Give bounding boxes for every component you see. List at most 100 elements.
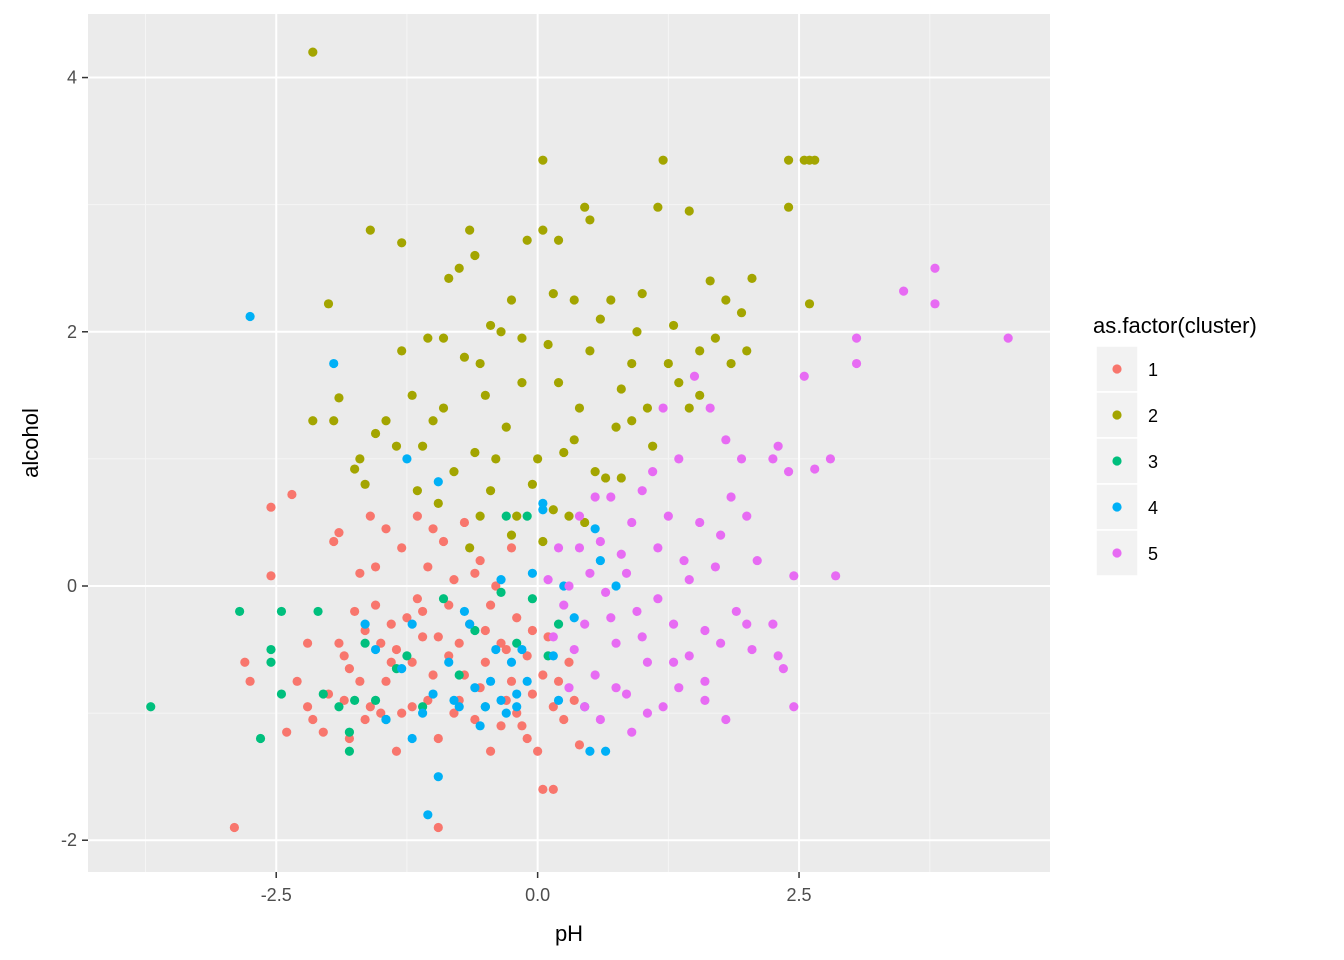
data-point (564, 511, 574, 521)
data-point (831, 571, 841, 581)
data-point (559, 600, 569, 610)
data-point (642, 708, 653, 718)
data-point (465, 225, 475, 235)
data-point (418, 441, 428, 451)
data-point (391, 746, 402, 756)
data-point (438, 403, 449, 413)
x-axis-title: pH (555, 921, 583, 946)
data-point (553, 619, 564, 629)
data-point (350, 464, 360, 474)
data-point (287, 489, 297, 500)
data-point (700, 676, 710, 686)
data-point (527, 689, 538, 699)
data-point (245, 676, 255, 686)
data-point (397, 238, 407, 248)
data-point (580, 702, 590, 712)
data-point (716, 638, 726, 648)
data-point (930, 299, 940, 309)
data-point (381, 676, 391, 686)
data-point (501, 644, 511, 655)
data-point (292, 676, 302, 686)
data-point (527, 594, 538, 604)
data-point (480, 390, 490, 400)
data-point (548, 784, 558, 794)
data-point (810, 464, 820, 474)
data-point (721, 714, 731, 725)
data-point (470, 568, 480, 578)
data-point (538, 670, 548, 680)
data-point (789, 702, 799, 712)
data-point (899, 286, 909, 296)
data-point (470, 714, 480, 725)
data-point (611, 638, 621, 648)
data-point (485, 320, 496, 331)
data-point (606, 295, 616, 305)
data-point (506, 657, 517, 667)
data-point (710, 333, 720, 343)
data-point (459, 517, 470, 528)
data-point (344, 664, 355, 674)
data-point (538, 784, 548, 794)
data-point (553, 695, 564, 706)
data-point (360, 638, 370, 648)
data-point (402, 651, 412, 661)
data-point (522, 235, 532, 245)
data-point (334, 528, 344, 538)
legend: as.factor(cluster) 1 2 3 4 5 (1093, 313, 1257, 577)
y-tick-label: 0 (67, 576, 77, 596)
legend-label: 5 (1148, 544, 1158, 564)
data-point (538, 225, 548, 235)
data-point (282, 727, 292, 737)
data-point (611, 422, 621, 432)
legend-item-1: 1 (1095, 345, 1158, 393)
data-point (407, 702, 417, 712)
data-point (480, 625, 490, 636)
legend-item-4: 4 (1095, 483, 1158, 531)
data-point (376, 708, 386, 718)
data-point (637, 486, 647, 496)
data-point (731, 606, 741, 617)
data-point (350, 695, 360, 706)
legend-title: as.factor(cluster) (1093, 313, 1257, 338)
data-point (684, 403, 694, 413)
data-point (146, 702, 156, 712)
data-point (407, 657, 417, 667)
data-point (742, 346, 752, 356)
data-point (370, 695, 381, 706)
data-point (360, 714, 370, 725)
data-point (402, 613, 412, 623)
data-point (318, 727, 328, 737)
data-point (799, 371, 809, 381)
y-axis-title: alcohol (18, 408, 43, 478)
data-point (590, 492, 600, 502)
data-point (423, 333, 433, 343)
data-point (350, 606, 360, 617)
data-point (569, 613, 579, 623)
legend-label: 2 (1148, 406, 1158, 426)
data-point (308, 714, 318, 725)
y-tick-label: 4 (67, 68, 77, 88)
data-point (783, 467, 794, 477)
data-point (517, 378, 527, 388)
data-point (308, 47, 318, 57)
data-point (611, 581, 621, 591)
x-tick-label: -2.5 (261, 885, 292, 905)
data-point (407, 733, 417, 744)
data-point (590, 467, 600, 477)
data-point (616, 384, 626, 394)
data-point (480, 657, 490, 667)
data-point (747, 644, 757, 655)
data-point (611, 683, 621, 693)
data-point (851, 333, 862, 343)
data-point (370, 600, 381, 610)
data-point (533, 746, 543, 756)
data-point (627, 727, 637, 737)
data-point (506, 676, 517, 686)
data-point (449, 708, 459, 718)
data-point (381, 714, 391, 725)
data-point (752, 555, 762, 566)
data-point (412, 594, 422, 604)
data-point (397, 664, 407, 674)
data-point (512, 708, 522, 718)
series-1 (229, 489, 585, 833)
